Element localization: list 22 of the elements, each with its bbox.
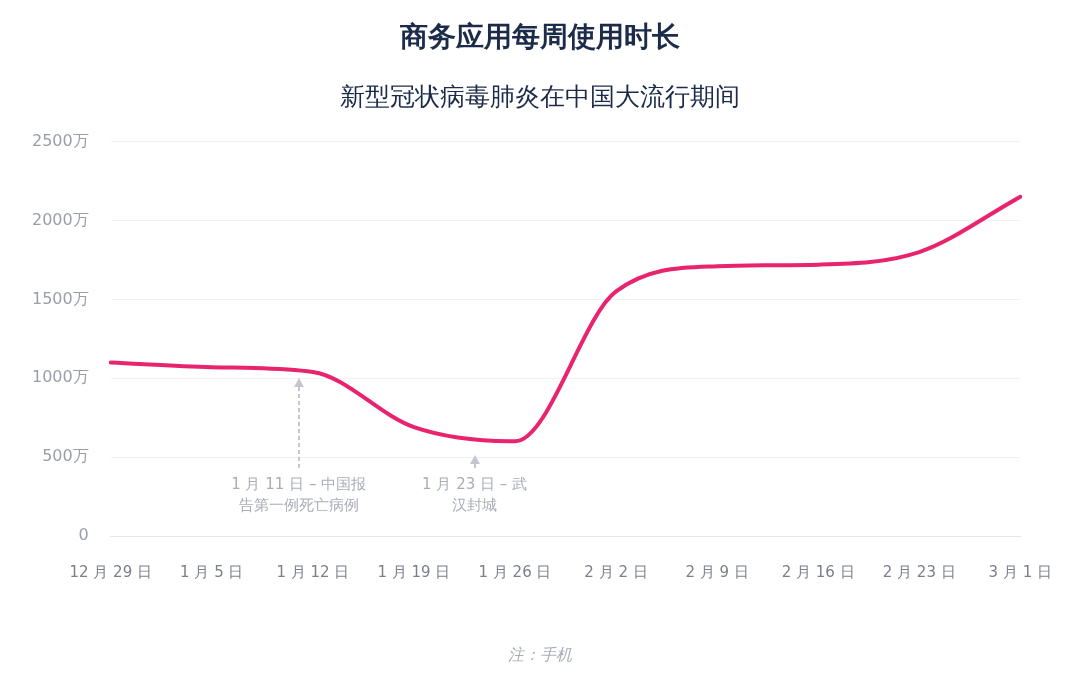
line-series: [108, 194, 1023, 444]
x-tick-label: 2 月 23 日: [882, 562, 956, 581]
x-tick-label: 2 月 16 日: [781, 562, 855, 581]
annotation: 1 月 23 日 – 武汉封城: [421, 474, 529, 516]
x-tick-label: 2 月 9 日: [685, 562, 749, 581]
x-tick-label: 1 月 26 日: [478, 562, 552, 581]
x-tick-label: 3 月 1 日: [988, 562, 1053, 581]
y-tick-label: 0: [78, 525, 89, 545]
y-tick-label: 2500万: [32, 130, 89, 150]
x-tick-label: 1 月 5 日: [180, 562, 244, 581]
annotation: 1 月 11 日 – 中国报告第一例死亡病例: [230, 474, 368, 516]
text: 注：手机: [507, 645, 573, 666]
y-tick-label: 1500万: [32, 288, 89, 308]
chart-subtitle: 新型冠状病毒肺炎在中国大流行期间: [339, 81, 741, 113]
y-tick-label: 1000万: [32, 367, 89, 387]
y-tick-label: 2000万: [32, 209, 89, 229]
y-tick-label: 500万: [42, 446, 89, 466]
x-tick-label: 1 月 19 日: [377, 562, 451, 581]
x-tick-label: 12 月 29 日: [69, 562, 152, 581]
chart-title: 商务应用每周使用时长: [399, 19, 681, 55]
x-tick-label: 1 月 12 日: [276, 562, 350, 581]
x-tick-label: 2 月 2 日: [584, 562, 648, 581]
